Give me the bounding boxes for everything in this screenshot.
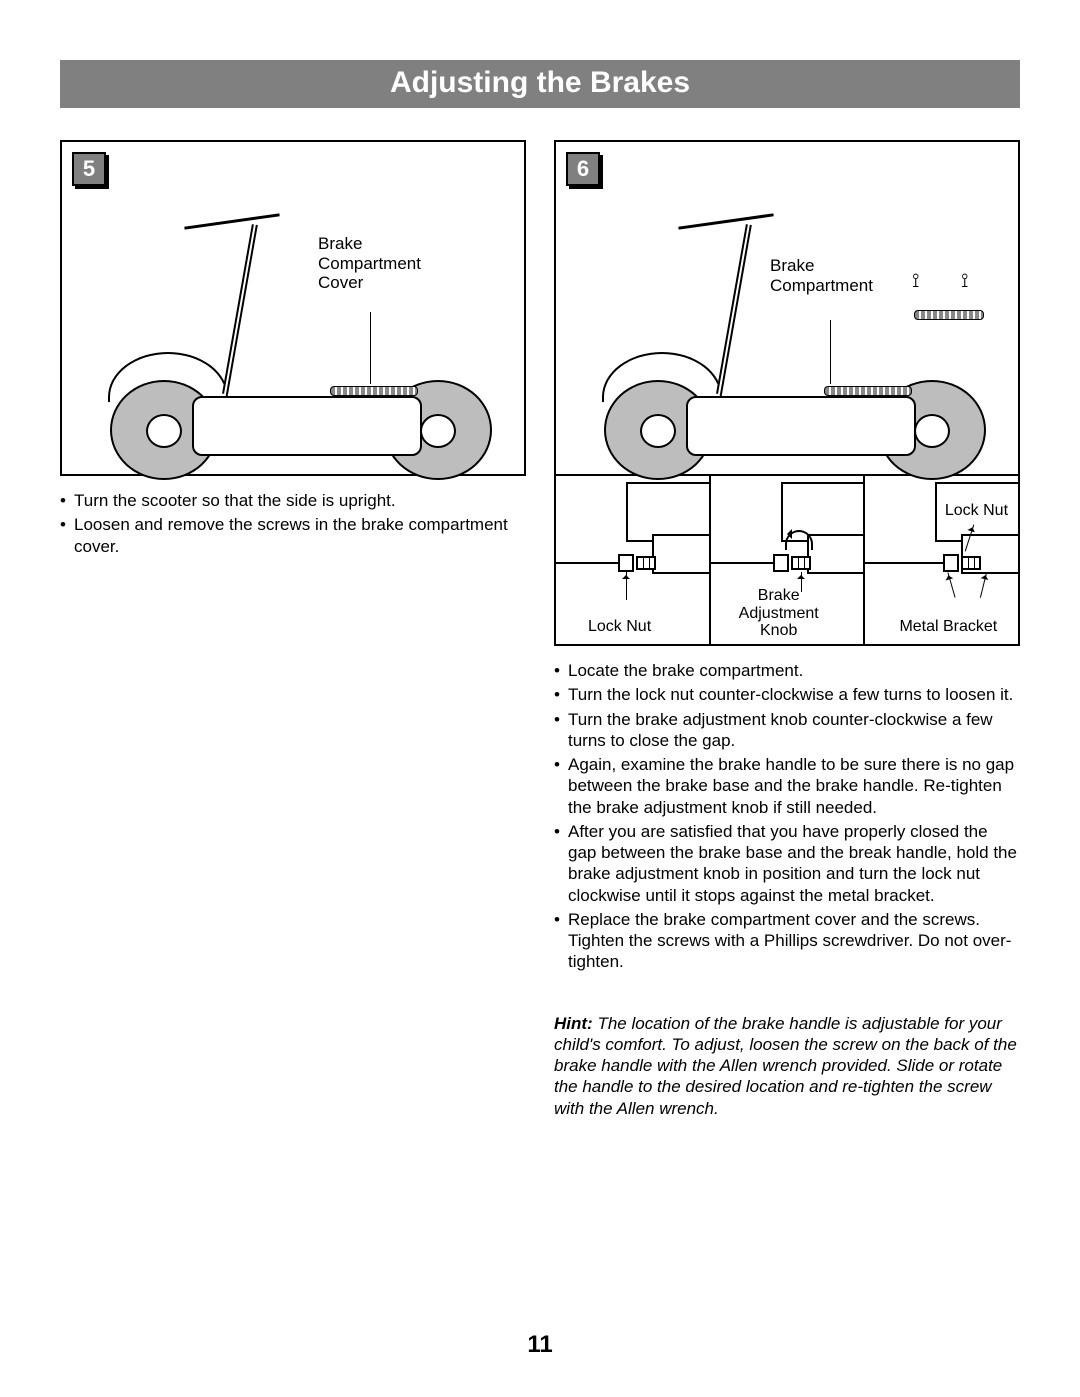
page-title: Adjusting the Brakes <box>60 60 1020 108</box>
label-lock-nut-c: Lock Nut <box>945 502 1008 520</box>
detail-a: Lock Nut <box>556 476 711 644</box>
screws-icon: ⟟ ⟟ <box>912 270 986 293</box>
label-metal-bracket: Metal Bracket <box>883 618 1013 636</box>
scooter-illustration-6: ⟟ ⟟ <box>566 162 1006 462</box>
scooter-illustration-5 <box>72 162 512 462</box>
detail-c: Lock Nut Metal Bracket <box>865 476 1018 644</box>
panel-step-5: 5 Brake Compartment Cover <box>60 140 526 476</box>
bullet: Turn the scooter so that the side is upr… <box>60 490 526 511</box>
bullet: Locate the brake compartment. <box>554 660 1020 681</box>
bullet: Again, examine the brake handle to be su… <box>554 754 1020 818</box>
hint: Hint: The location of the brake handle i… <box>554 1013 1020 1119</box>
label-lock-nut-a: Lock Nut <box>588 618 651 636</box>
bullets-step-6: Locate the brake compartment. Turn the l… <box>554 660 1020 973</box>
page-number: 11 <box>0 1331 1080 1359</box>
panel-step-6: 6 ⟟ ⟟ Brake Compartment <box>554 140 1020 476</box>
col-step-6: 6 ⟟ ⟟ Brake Compartment <box>554 140 1020 1119</box>
detail-row: Lock Nut Brake Adjustment Knob <box>554 476 1020 646</box>
label-brake-compartment-cover: Brake Compartment Cover <box>318 234 421 293</box>
columns: 5 Brake Compartment Cover Turn <box>60 140 1020 1119</box>
detail-b: Brake Adjustment Knob <box>711 476 866 644</box>
bullet: After you are satisfied that you have pr… <box>554 821 1020 906</box>
bullet: Turn the lock nut counter-clockwise a fe… <box>554 684 1020 705</box>
page: Adjusting the Brakes 5 <box>0 0 1080 1397</box>
bullets-step-5: Turn the scooter so that the side is upr… <box>60 490 526 557</box>
hint-label: Hint: <box>554 1014 593 1033</box>
label-brake-adjustment-knob: Brake Adjustment Knob <box>739 587 819 640</box>
bullet: Replace the brake compartment cover and … <box>554 909 1020 973</box>
bullet: Turn the brake adjustment knob counter-c… <box>554 709 1020 752</box>
col-step-5: 5 Brake Compartment Cover Turn <box>60 140 526 1119</box>
bullet: Loosen and remove the screws in the brak… <box>60 514 526 557</box>
hint-text: The location of the brake handle is adju… <box>554 1014 1017 1118</box>
label-brake-compartment: Brake Compartment <box>770 256 873 295</box>
